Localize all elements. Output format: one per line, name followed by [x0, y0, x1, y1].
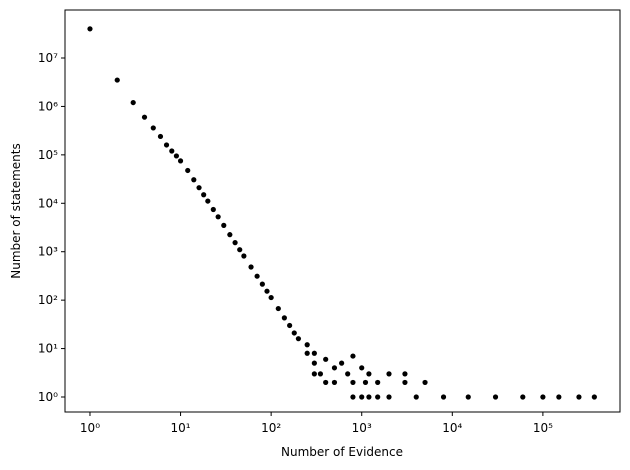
- x-tick-label: 10¹: [171, 421, 191, 435]
- point: [402, 379, 408, 386]
- y-tick-label: 10⁰: [38, 390, 58, 404]
- point: [114, 77, 120, 83]
- x-tick-label: 10⁰: [80, 421, 100, 435]
- point: [413, 394, 419, 400]
- point: [386, 371, 392, 377]
- point: [196, 185, 202, 191]
- point: [227, 232, 233, 238]
- point: [345, 371, 351, 377]
- point: [540, 394, 546, 400]
- point: [492, 394, 499, 400]
- point: [275, 305, 281, 312]
- point: [163, 142, 170, 148]
- x-axis-label: Number of Evidence: [281, 445, 403, 459]
- point: [331, 365, 338, 371]
- point: [311, 371, 317, 377]
- x-tick-label: 10³: [352, 421, 372, 435]
- x-tick-label: 10⁴: [442, 421, 462, 435]
- point: [323, 356, 329, 362]
- point: [591, 394, 597, 400]
- y-tick-label: 10⁵: [38, 148, 58, 162]
- point: [281, 315, 287, 321]
- point: [350, 379, 356, 386]
- point: [375, 394, 381, 400]
- point: [331, 379, 338, 386]
- point: [304, 350, 310, 356]
- y-tick-label: 10¹: [38, 342, 58, 356]
- point: [254, 273, 260, 279]
- point: [185, 167, 191, 174]
- point: [422, 379, 428, 386]
- point: [440, 394, 447, 400]
- point: [576, 394, 582, 400]
- point: [375, 379, 381, 386]
- y-tick-label: 10⁷: [38, 51, 58, 65]
- point: [386, 394, 392, 400]
- point: [210, 206, 216, 213]
- point: [311, 360, 317, 366]
- point: [205, 198, 211, 204]
- point: [323, 379, 329, 386]
- point: [287, 322, 293, 329]
- point: [237, 247, 243, 253]
- point: [221, 222, 227, 228]
- point: [350, 394, 356, 400]
- plot-frame: [64, 9, 621, 413]
- point: [366, 394, 372, 400]
- point: [362, 379, 369, 386]
- point: [350, 353, 356, 359]
- point: [295, 336, 302, 342]
- point: [87, 26, 93, 32]
- y-tick-label: 10²: [38, 293, 58, 307]
- point: [150, 125, 156, 131]
- y-tick-label: 10³: [38, 245, 58, 259]
- y-tick-label: 10⁶: [38, 99, 58, 113]
- point: [465, 394, 471, 400]
- point: [201, 192, 207, 198]
- point: [291, 330, 297, 336]
- point: [264, 288, 270, 294]
- point: [157, 133, 164, 140]
- point: [191, 177, 197, 183]
- point: [259, 281, 265, 287]
- point: [366, 371, 372, 377]
- point: [141, 114, 148, 120]
- point: [304, 342, 310, 348]
- point: [339, 360, 345, 366]
- point: [311, 350, 317, 356]
- point: [556, 394, 562, 400]
- x-tick-label: 10²: [261, 421, 281, 435]
- point: [359, 394, 365, 400]
- point: [520, 394, 526, 400]
- point: [177, 158, 184, 164]
- point: [359, 365, 365, 371]
- point: [248, 264, 254, 270]
- point: [317, 371, 324, 377]
- point: [241, 253, 247, 259]
- point: [402, 371, 408, 377]
- point: [232, 240, 238, 246]
- y-axis-label: Number of statements: [9, 143, 23, 278]
- point: [169, 148, 175, 154]
- point: [130, 99, 136, 106]
- point: [215, 214, 221, 220]
- x-tick-label: 10⁵: [533, 421, 553, 435]
- point: [268, 294, 274, 301]
- point: [173, 153, 180, 159]
- y-tick-label: 10⁴: [38, 196, 58, 210]
